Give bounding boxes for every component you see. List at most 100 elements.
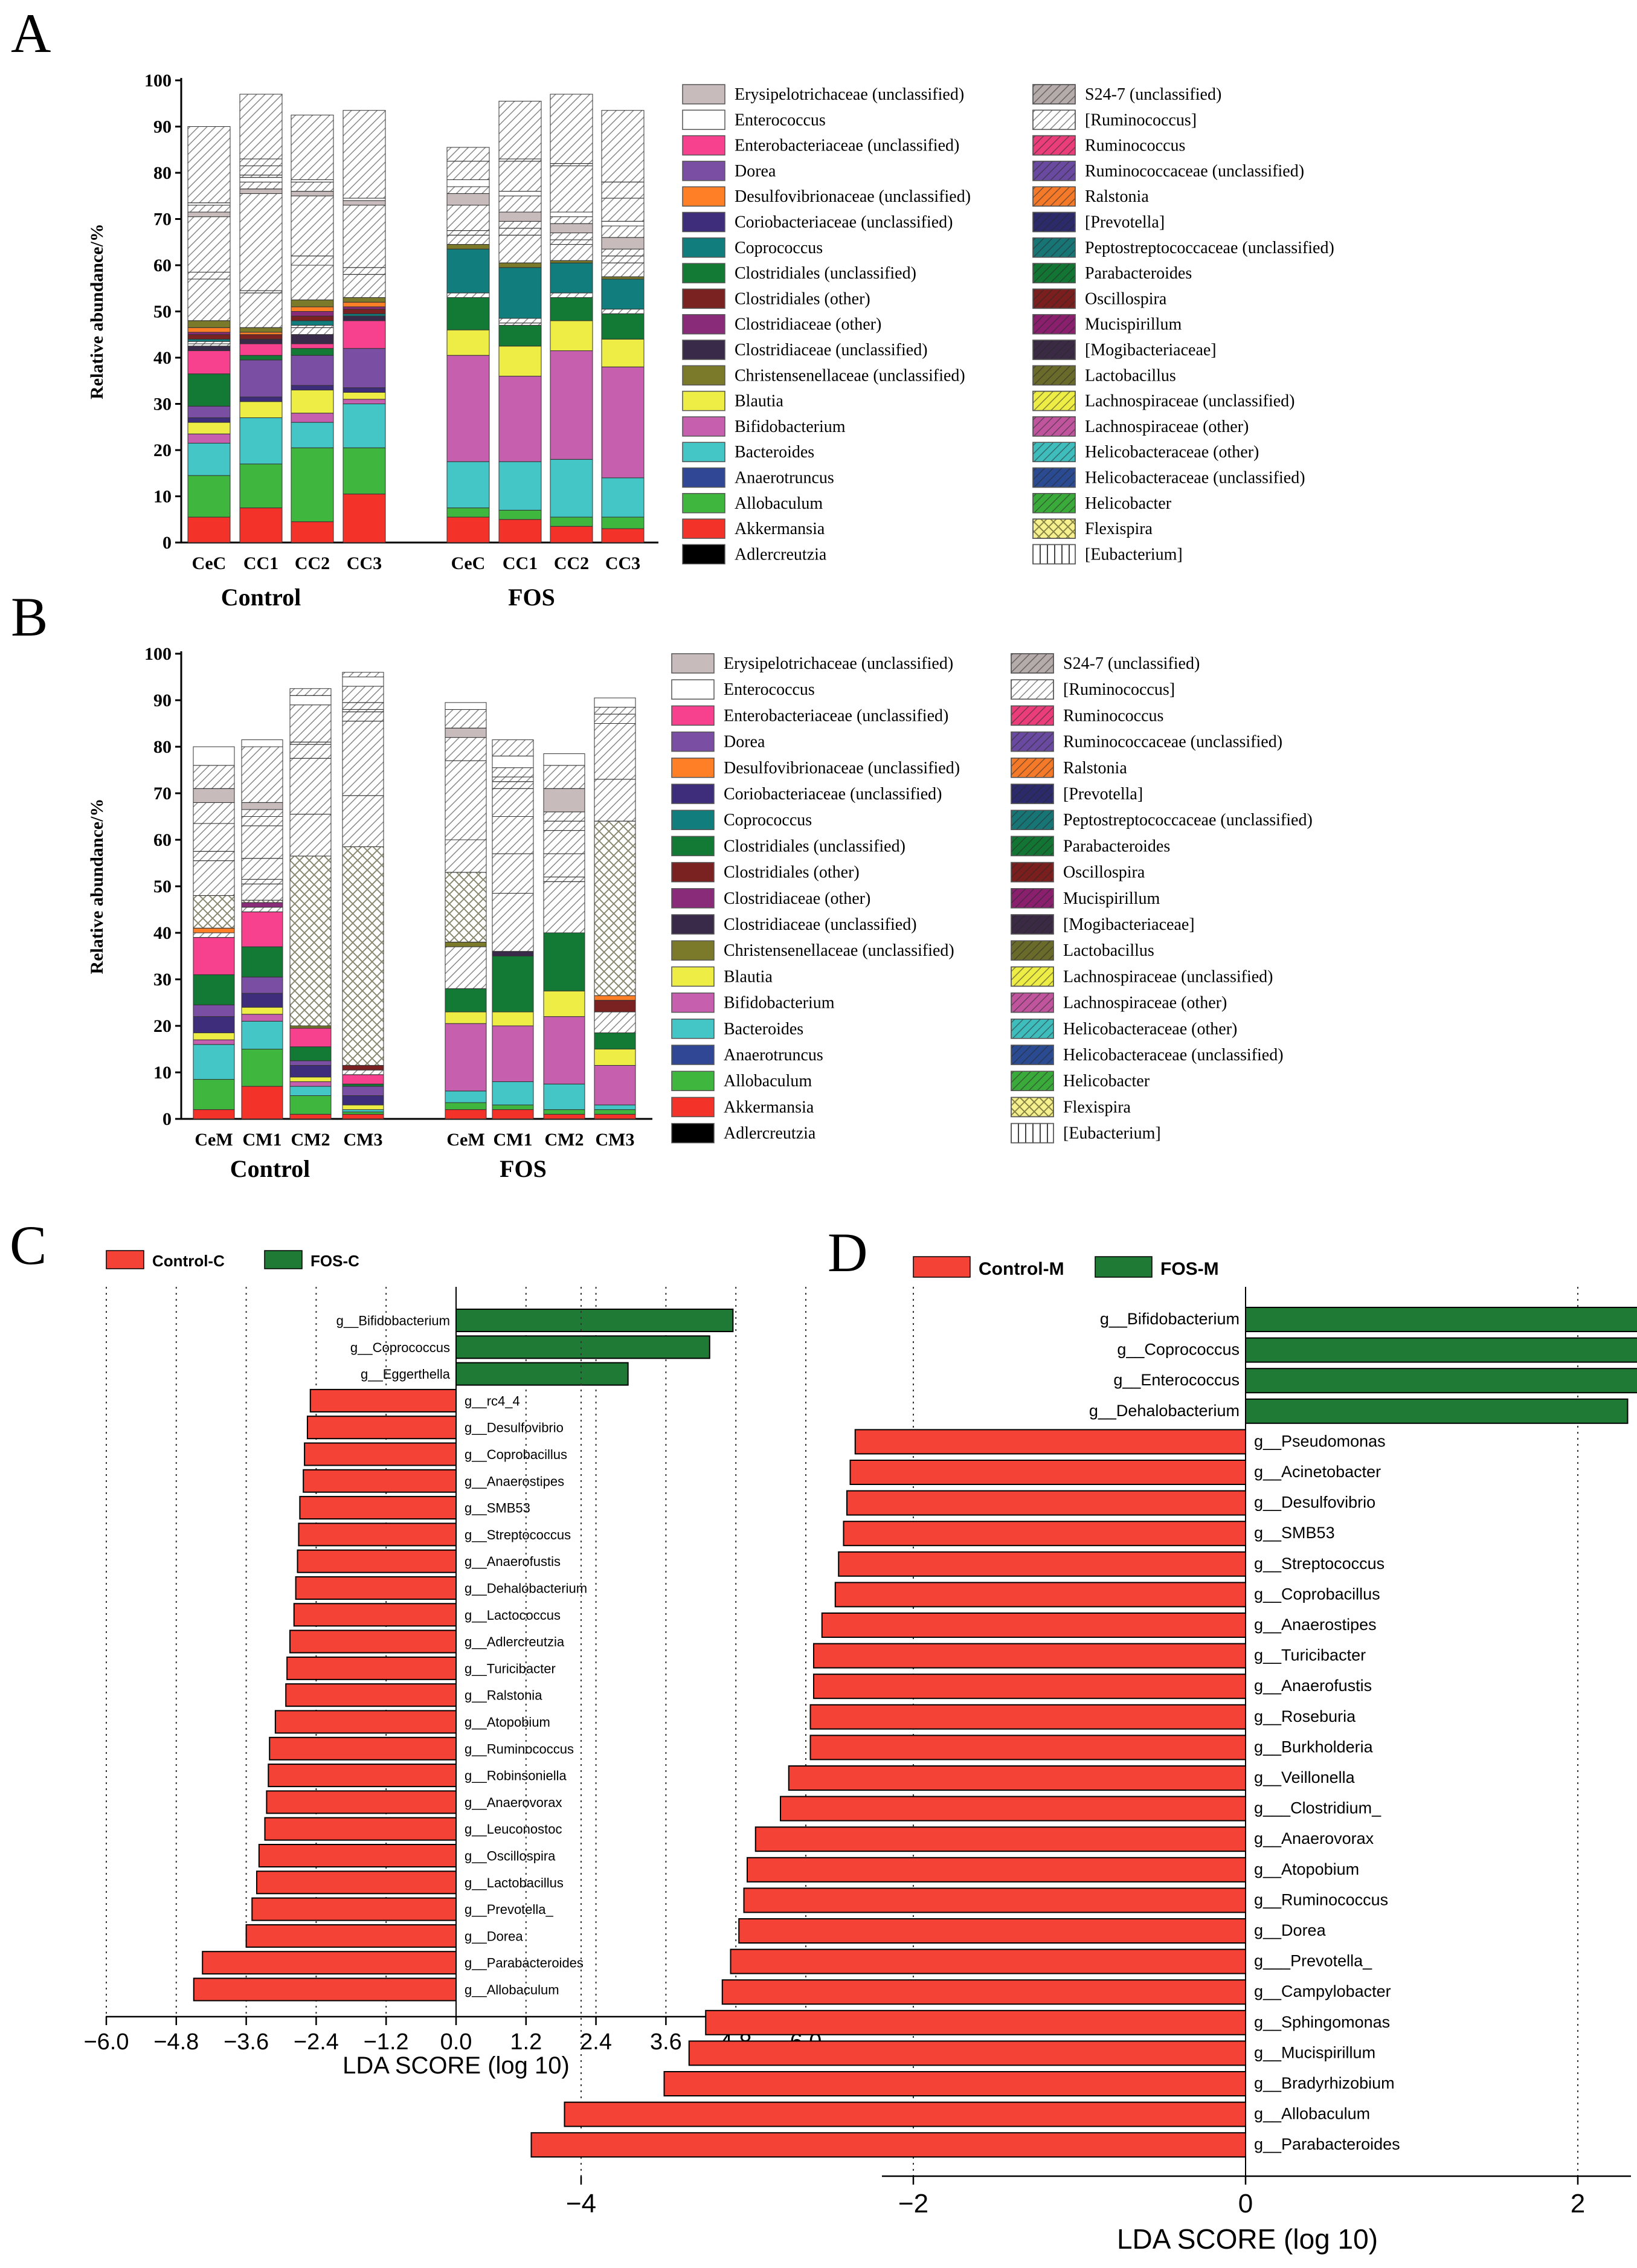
bar-segment: [187, 405, 231, 418]
legend-swatch: [682, 442, 725, 462]
bar-segment: [594, 1104, 636, 1110]
bar-negative: [838, 1551, 1246, 1577]
feature-label: g__Anaerostipes: [465, 1474, 564, 1489]
legend-label: Enterobacteriaceae (unclassified): [735, 137, 959, 155]
legend-swatch-pattern: [1032, 135, 1076, 156]
y-tick-label: 30: [153, 970, 172, 990]
bar-segment: [241, 825, 283, 859]
bar-segment: [445, 702, 487, 710]
bar-negative: [809, 1735, 1246, 1761]
x-tick-label: −4.8: [153, 2029, 199, 2055]
bar-negative: [564, 2101, 1246, 2127]
bar-segment: [594, 697, 636, 708]
bar-segment: [241, 976, 283, 994]
legend-swatch-pattern: [1011, 940, 1054, 961]
bar-negative: [854, 1429, 1246, 1455]
x-tick-label: −2: [898, 2189, 928, 2218]
bar-segment: [241, 902, 283, 908]
bar-segment: [241, 1007, 283, 1015]
bar-segment: [498, 461, 542, 511]
bar-segment: [193, 927, 235, 933]
legend-swatch: [671, 940, 715, 961]
bar-segment: [193, 937, 235, 975]
bar-segment: [601, 517, 645, 529]
legend-swatch-pattern: [1011, 888, 1054, 909]
bar-negative: [754, 1826, 1246, 1852]
legend-label: Helicobacteraceae (unclassified): [1063, 1046, 1284, 1065]
bar-segment: [543, 1113, 585, 1120]
x-tick-label: −1.2: [364, 2029, 409, 2055]
feature-label: g__Turicibacter: [1254, 1646, 1366, 1664]
bar-segment: [492, 776, 534, 782]
bar-segment: [498, 100, 542, 159]
bar-segment: [343, 301, 386, 308]
y-tick-label: 0: [162, 533, 172, 553]
bar-segment: [446, 517, 490, 543]
bar-segment: [239, 158, 283, 167]
legend-label: Clostridiaceae (unclassified): [724, 915, 917, 934]
bar-segment: [492, 1025, 534, 1082]
bar-segment: [291, 306, 334, 312]
bar-segment: [601, 338, 645, 367]
x-tick-label: CeM: [446, 1130, 484, 1150]
bar-segment: [343, 267, 386, 275]
bar-segment: [543, 932, 585, 991]
bar-segment: [445, 1011, 487, 1024]
bar-segment: [498, 191, 542, 196]
bar-negative: [809, 1704, 1246, 1730]
bar-negative: [530, 2132, 1246, 2158]
bar-segment: [445, 941, 487, 947]
legend-label: Blautia: [735, 392, 783, 411]
legend-swatch: [682, 161, 725, 181]
legend-label: Ruminococcus: [1085, 137, 1185, 155]
y-tick-label: 80: [153, 163, 172, 183]
bar-segment: [241, 878, 283, 884]
bar-segment: [289, 1060, 332, 1066]
legend-swatch-pattern: [1011, 836, 1054, 857]
legend-label: Akkermansia: [724, 1098, 814, 1116]
legend-swatch: [671, 862, 715, 883]
legend-label: Helicobacteraceae (unclassified): [1085, 469, 1305, 488]
bar-segment: [543, 1083, 585, 1110]
panel-a: A 0 10 20 30 40 50 60 70 80 90 100 Relative abundanc…: [11, 2, 1334, 611]
feature-label: g__SMB53: [465, 1501, 530, 1516]
legend-swatch: [671, 1019, 715, 1039]
bar-negative: [266, 1790, 457, 1814]
bar-segment: [601, 477, 645, 518]
bar-segment: [445, 872, 487, 942]
bar-segment: [550, 320, 593, 352]
y-tick-label: 40: [153, 923, 172, 943]
legend-label: Lachnospiraceae (unclassified): [1085, 392, 1294, 411]
bar-segment: [187, 334, 231, 340]
x-tick-label: CM2: [545, 1130, 584, 1150]
legend-label: Erysipelotrichaceae (unclassified): [735, 85, 964, 104]
bar-segment: [445, 839, 487, 873]
bar-segment: [342, 1086, 384, 1096]
legend-label: Bifidobacterium: [724, 994, 835, 1013]
bar-segment: [498, 228, 542, 236]
bar-segment: [543, 881, 585, 933]
bar-segment: [241, 802, 283, 810]
bar-segment: [594, 1109, 636, 1115]
bar-segment: [343, 313, 386, 317]
legend-swatch-pattern: [1032, 442, 1076, 462]
bar-segment: [342, 686, 384, 703]
bar-negative: [269, 1736, 457, 1761]
bar-segment: [342, 702, 384, 710]
bar-segment: [543, 830, 585, 854]
legend-label: Helicobacteraceae (other): [1085, 443, 1259, 462]
legend-swatch: [671, 992, 715, 1013]
bar-segment: [445, 737, 487, 761]
feature-label: g__Anaerofustis: [1254, 1677, 1372, 1695]
legend-swatch-pattern: [1032, 84, 1076, 105]
group-label: Control: [230, 1155, 310, 1182]
bar-negative: [780, 1796, 1246, 1822]
bar-segment: [343, 309, 386, 314]
y-tick-label: 100: [144, 644, 172, 664]
bar-segment: [291, 390, 334, 414]
bar-segment: [498, 158, 542, 162]
y-tick-label: 70: [153, 210, 172, 230]
legend-swatch: [682, 493, 725, 514]
feature-label: g__Prevotella_: [465, 1902, 554, 1917]
legend-label: Parabacteroides: [1063, 837, 1170, 855]
